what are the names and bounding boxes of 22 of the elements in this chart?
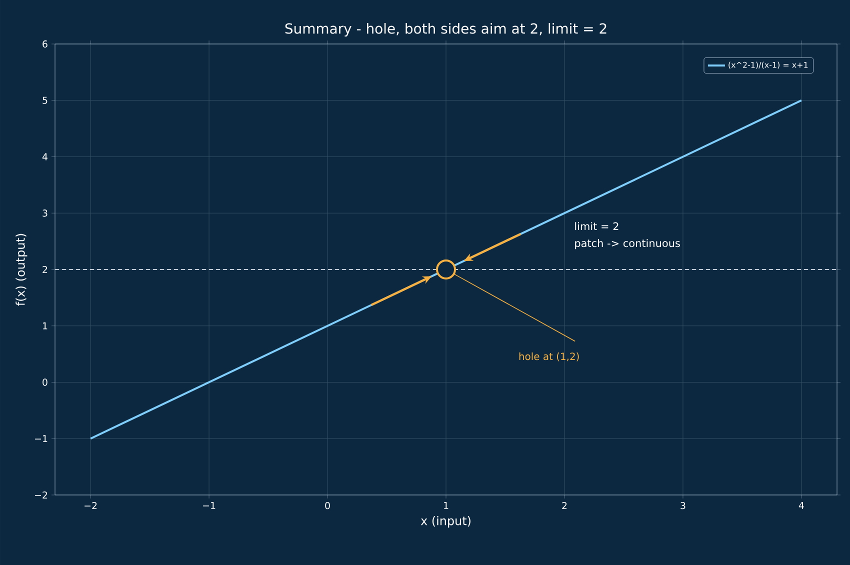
x-tick-label: 4 bbox=[798, 502, 804, 509]
annotation: limit = 2 bbox=[575, 222, 618, 230]
x-tick-label: 0 bbox=[325, 502, 330, 510]
y-tick-label: 3 bbox=[42, 210, 48, 217]
x-tick-label: 1 bbox=[444, 502, 448, 509]
annotation: patch -> continuous bbox=[575, 239, 680, 250]
y-axis-title: f(x) (output) bbox=[16, 234, 28, 306]
y-tick-label: 0 bbox=[42, 378, 48, 386]
x-tick-label: 2 bbox=[562, 502, 567, 510]
x-tick-label: −2 bbox=[84, 502, 97, 510]
y-tick-label: 5 bbox=[42, 96, 48, 104]
x-tick-label: −1 bbox=[203, 502, 216, 509]
y-tick-label: −2 bbox=[35, 491, 48, 498]
chart-title: Summary - hole, both sides aim at 2, limit = 2 bbox=[285, 22, 606, 36]
annotation: hole at (1,2) bbox=[519, 352, 579, 362]
x-tick-label: 3 bbox=[680, 502, 686, 510]
y-tick-label: 4 bbox=[42, 153, 48, 160]
y-tick-label: 1 bbox=[43, 322, 48, 330]
y-tick-label: 2 bbox=[42, 266, 48, 273]
x-axis-title: x (input) bbox=[420, 516, 470, 528]
y-tick-label: −1 bbox=[35, 435, 48, 442]
y-tick-label: 6 bbox=[42, 40, 48, 48]
